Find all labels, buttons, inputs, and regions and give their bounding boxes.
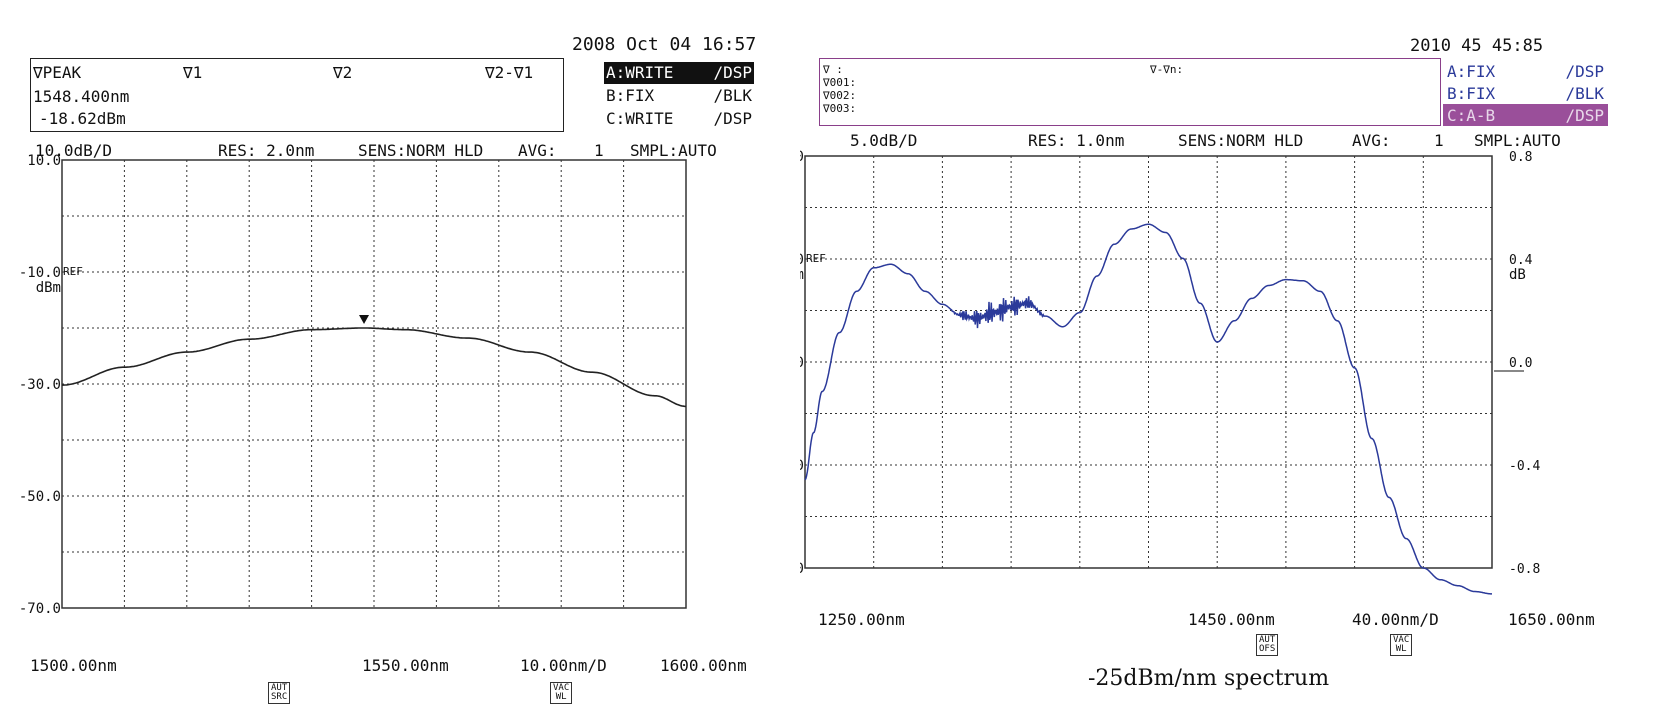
- left-y-tick-2: -30.0: [19, 377, 61, 393]
- left-trace-c-name: C:WRITE: [606, 109, 674, 128]
- right-marker-row-3: ∇003:: [823, 102, 857, 115]
- right-trace-b-name: B:FIX: [1447, 84, 1496, 103]
- left-tag2-line1: VAC: [553, 683, 570, 693]
- left-avg-label: AVG:: [518, 141, 557, 160]
- right-trace-c-mode: /DSP: [1565, 106, 1604, 125]
- right-x-span: 40.00nm/D: [1352, 610, 1439, 629]
- right-x-center: 1450.00nm: [1188, 610, 1275, 629]
- left-peak-wavelength: 1548.400nm: [33, 87, 130, 106]
- left-trace-a[interactable]: A:WRITE /DSP: [604, 62, 754, 84]
- right-tag2-line1: VAC: [1393, 635, 1410, 645]
- left-trace-b-mode: /BLK: [713, 86, 752, 105]
- left-diff-label: ∇2-∇1: [485, 63, 534, 82]
- left-avg-value: 1: [594, 141, 604, 160]
- right-trace-c-name: C:A-B: [1447, 106, 1496, 125]
- right-marker-row-1: ∇001:: [823, 76, 857, 89]
- right-res: RES: 1.0nm: [1028, 131, 1125, 150]
- right-y-tick-2: -10.0: [800, 252, 804, 268]
- right-tag2-line2: WL: [1395, 644, 1407, 654]
- left-peak-marker: [359, 315, 370, 324]
- right-scale: 5.0dB/D: [850, 131, 918, 150]
- left-trace-list: A:WRITE /DSP B:FIX /BLK C:WRITE /DSP: [604, 62, 754, 128]
- right-trace-b[interactable]: B:FIX /BLK: [1443, 82, 1608, 104]
- right-trace-list: A:FIX /DSP B:FIX /BLK C:A-B /DSP: [1443, 60, 1608, 126]
- left-vac-wl-tag: VAC WL: [550, 682, 573, 704]
- left-trace-b-name: B:FIX: [606, 86, 655, 105]
- right-auto-ofs-tag: AUT OFS: [1256, 634, 1279, 656]
- left-marker2-label: ∇2: [333, 63, 353, 82]
- right-y-tick-4: -20.0: [800, 355, 804, 371]
- right-smpl: SMPL:AUTO: [1474, 131, 1561, 150]
- left-y-tick-4: -70.0: [19, 601, 61, 617]
- left-unit-label: dBm: [36, 280, 61, 296]
- right-marker-row-2: ∇002:: [823, 89, 857, 102]
- right-marker-box: ∇ : ∇001: ∇002: ∇003: ∇-∇n:: [819, 58, 1441, 126]
- right-trace-b-mode: /BLK: [1565, 84, 1604, 103]
- right-unit-right: dB: [1509, 267, 1526, 283]
- left-marker1-label: ∇1: [183, 63, 203, 82]
- right-ref-label: REF: [806, 252, 826, 265]
- left-smpl: SMPL:AUTO: [630, 141, 717, 160]
- right-y2-tick-2: 0.0: [1509, 356, 1532, 371]
- right-x-start: 1250.00nm: [818, 610, 905, 629]
- left-y-tick-0: 10.0: [27, 153, 61, 169]
- right-trace-a[interactable]: A:FIX /DSP: [1443, 60, 1608, 82]
- left-trace-b[interactable]: B:FIX /BLK: [604, 84, 754, 106]
- right-y2-tick-1: 0.4: [1509, 253, 1533, 268]
- left-x-span: 10.00nm/D: [520, 656, 607, 675]
- left-x-stop: 1600.00nm: [660, 656, 747, 675]
- left-tag1-line2: SRC: [271, 692, 288, 702]
- left-marker-box: ∇PEAK 1548.400nm -18.62dBm ∇1 ∇2 ∇2-∇1: [30, 58, 564, 132]
- right-trace-c[interactable]: C:A-B /DSP: [1443, 104, 1608, 126]
- right-unit-left: dBm: [800, 267, 804, 283]
- right-y-tick-7: -35.0: [800, 561, 804, 577]
- left-trace-line: [62, 327, 687, 408]
- left-ref-label: REF: [63, 265, 83, 278]
- right-y-tick-6: -30.0: [800, 458, 804, 474]
- left-auto-src-tag: AUT SRC: [268, 682, 291, 704]
- right-datetime: 2010 45 45:85: [1410, 36, 1544, 56]
- right-marker-row-0: ∇ :: [823, 63, 843, 76]
- left-x-center: 1550.00nm: [362, 656, 449, 675]
- right-y2-tick-3: -0.4: [1509, 459, 1540, 474]
- right-tag1-line1: AUT: [1259, 635, 1276, 645]
- right-vac-wl-tag: VAC WL: [1390, 634, 1413, 656]
- left-trace-c[interactable]: C:WRITE /DSP: [604, 106, 754, 128]
- right-trace-line: [804, 223, 1492, 595]
- left-scale: 10.0dB/D: [35, 141, 113, 160]
- right-y2-tick-0: 0.8: [1509, 150, 1532, 165]
- left-y-tick-1: -10.0: [19, 265, 61, 281]
- right-x-stop: 1650.00nm: [1508, 610, 1595, 629]
- right-tag1-line2: OFS: [1259, 644, 1276, 654]
- left-sens: SENS:NORM HLD: [358, 141, 484, 160]
- right-diff-label: ∇-∇n:: [1150, 63, 1184, 76]
- left-datetime: 2008 Oct 04 16:57: [572, 34, 757, 55]
- left-peak-level: -18.62dBm: [39, 109, 126, 128]
- right-trace-a-mode: /DSP: [1565, 62, 1604, 81]
- left-trace-a-mode: /DSP: [713, 63, 752, 82]
- left-trace-c-mode: /DSP: [713, 109, 752, 128]
- left-res: RES: 2.0nm: [218, 141, 315, 160]
- right-caption: -25dBm/nm spectrum: [1088, 666, 1330, 691]
- left-y-tick-3: -50.0: [19, 489, 61, 505]
- right-avg-label: AVG:: [1352, 131, 1391, 150]
- right-sens: SENS:NORM HLD: [1178, 131, 1304, 150]
- right-trace-a-name: A:FIX: [1447, 62, 1496, 81]
- right-y2-tick-4: -0.8: [1509, 562, 1540, 577]
- left-tag1-line1: AUT: [271, 683, 288, 693]
- right-avg-value: 1: [1434, 131, 1444, 150]
- left-trace-a-name: A:WRITE: [606, 63, 674, 82]
- left-peak-label: ∇PEAK: [33, 63, 82, 82]
- right-y-tick-0: 0.0: [800, 149, 804, 165]
- right-marker-rows: ∇ : ∇001: ∇002: ∇003:: [823, 63, 856, 115]
- left-x-start: 1500.00nm: [30, 656, 117, 675]
- left-tag2-line2: WL: [555, 692, 567, 702]
